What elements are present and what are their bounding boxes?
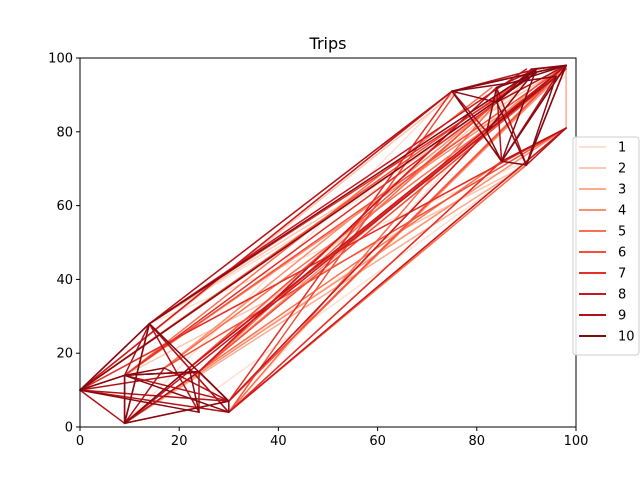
trip-line-10-27 [495,68,538,104]
trip-line-9-32 [525,127,567,166]
trip-line-10-20 [485,86,498,133]
trip-line-9-10 [148,322,200,413]
y-tick-label-20: 20 [56,347,73,362]
y-tick-label-80: 80 [56,125,73,140]
legend-box [572,136,640,356]
trip-line-8-6 [228,131,488,402]
y-tick-label-60: 60 [56,199,73,214]
trip-line-10-25 [525,75,557,166]
trip-line-10-18 [451,90,498,104]
trip-line-10-31 [485,68,538,133]
legend-label-4: 4 [618,204,626,219]
x-tick-label-20: 20 [171,434,188,449]
legend-label-6: 6 [618,246,626,261]
trip-line-4-7 [123,127,567,425]
legend-label-8: 8 [618,288,626,303]
trip-line-8-1 [148,68,528,325]
trip-line-6-3 [228,90,458,413]
trip-line-10-28 [451,75,557,92]
trip-line-10-23 [500,160,528,166]
trip-line-10-2 [123,367,190,425]
trip-line-9-9 [123,367,166,425]
legend-label-1: 1 [618,141,626,156]
trip-line-8-2 [188,64,567,369]
trip-line-9-39 [495,86,528,166]
trip-line-10-10 [188,367,200,413]
trip-line-6-0 [228,75,557,402]
trip-line-6-6 [123,64,567,377]
trip-line-10-9 [123,322,151,425]
legend-label-9: 9 [618,309,626,324]
trip-line-6-5 [163,127,567,369]
trip-line-9-13 [123,374,230,402]
trip-line-8-3 [198,86,498,373]
trip-line-1-4 [123,90,453,425]
trip-line-10-17 [451,90,503,163]
trip-line-1-6 [183,164,528,413]
chart-title: Trips [309,34,347,53]
trip-line-10-13 [79,389,200,413]
plot-lines [79,64,567,425]
trip-line-9-22 [148,90,453,325]
trip-line-10-4 [123,374,230,413]
trip-line-3-1 [123,164,528,425]
y-axis: 0 20 40 60 80 100 [48,52,80,436]
y-tick-label-40: 40 [56,273,73,288]
x-tick-label-0: 0 [76,434,84,449]
trip-line-2-5 [123,164,528,377]
trip-line-8-4 [228,127,567,413]
legend-label-2: 2 [618,162,626,177]
trip-line-10-26 [530,64,567,70]
trip-line-7-3 [228,160,503,413]
trip-line-10-6 [123,367,166,377]
legend: 1 2 3 4 5 6 7 8 9 10 [572,136,640,356]
trip-line-9-0 [79,389,126,425]
legend-label-10: 10 [618,330,635,345]
trip-line-10-30 [500,64,567,163]
series-10 [79,64,567,425]
trip-line-9-38 [485,75,557,133]
y-tick-label-100: 100 [48,52,73,67]
trip-line-9-2 [79,389,230,402]
trip-line-9-21 [123,322,151,377]
trip-line-4-5 [163,101,498,369]
trip-line-10-21 [485,131,503,163]
trip-line-9-4 [79,389,230,413]
legend-label-5: 5 [618,225,626,240]
trip-line-10-24 [525,64,567,166]
trip-line-10-16 [451,64,567,92]
trip-line-7-2 [79,127,567,391]
trip-line-10-12 [198,370,230,402]
y-tick-label-0: 0 [65,421,73,436]
trip-line-10-0 [79,322,151,391]
trip-line-6-1 [198,68,567,373]
trip-line-7-0 [123,101,498,377]
trip-line-10-22 [500,68,538,163]
legend-label-3: 3 [618,183,626,198]
x-tick-label-80: 80 [469,434,486,449]
trip-line-9-25 [451,90,488,133]
trip-line-9-19 [188,367,230,413]
x-axis: 0 20 40 60 80 100 [76,427,589,449]
legend-label-7: 7 [618,267,626,282]
trip-line-10-1 [123,400,230,425]
trip-line-10-15 [79,72,538,391]
trip-line-10-7 [79,374,126,391]
trip-line-10-14 [148,68,538,325]
x-tick-label-60: 60 [369,434,386,449]
x-tick-label-40: 40 [270,434,287,449]
x-tick-label-100: 100 [564,434,589,449]
